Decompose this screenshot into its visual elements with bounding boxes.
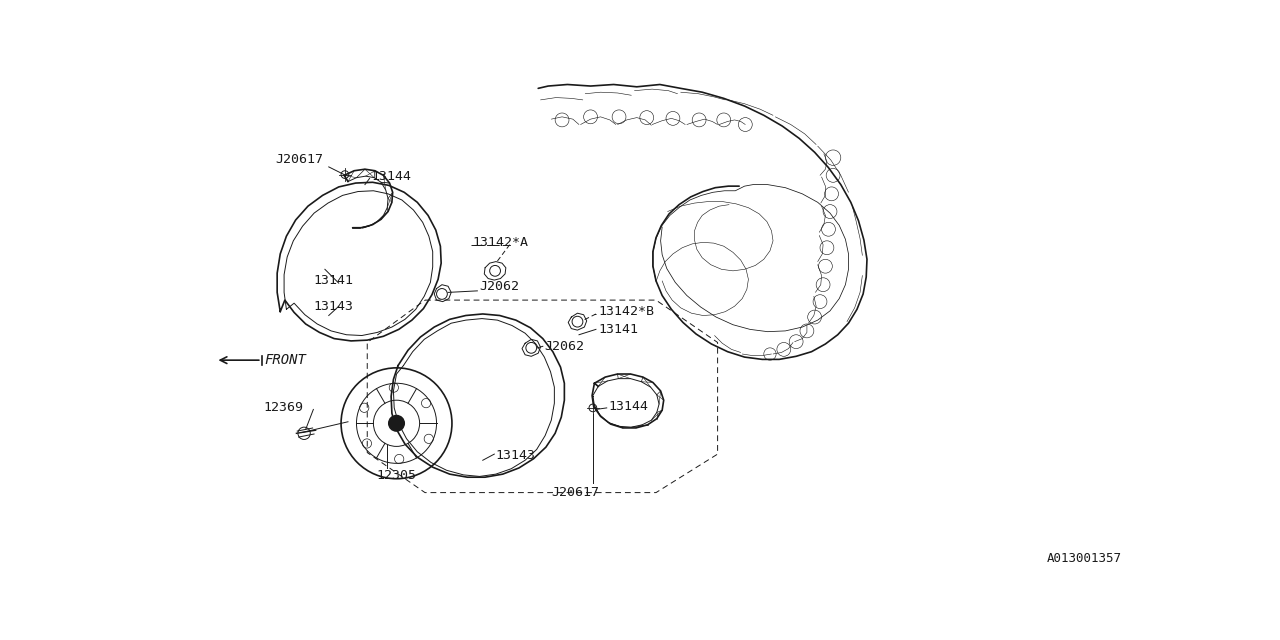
Text: 12369: 12369: [264, 401, 303, 415]
Text: J20617: J20617: [275, 154, 323, 166]
Text: 13144: 13144: [608, 400, 648, 413]
Text: 12305: 12305: [376, 469, 416, 482]
Text: J20617: J20617: [552, 486, 599, 499]
Text: J2062: J2062: [544, 340, 585, 353]
Text: J2062: J2062: [479, 280, 518, 292]
Text: 13142*B: 13142*B: [598, 305, 654, 318]
Circle shape: [389, 415, 404, 431]
Text: 13142*A: 13142*A: [472, 236, 529, 249]
Text: A013001357: A013001357: [1047, 552, 1121, 564]
Text: 13141: 13141: [314, 275, 353, 287]
Text: 13143: 13143: [314, 300, 353, 313]
Text: 13143: 13143: [495, 449, 536, 462]
Text: 13141: 13141: [598, 323, 639, 336]
Text: 13144: 13144: [371, 170, 411, 184]
Text: FRONT: FRONT: [265, 353, 307, 367]
